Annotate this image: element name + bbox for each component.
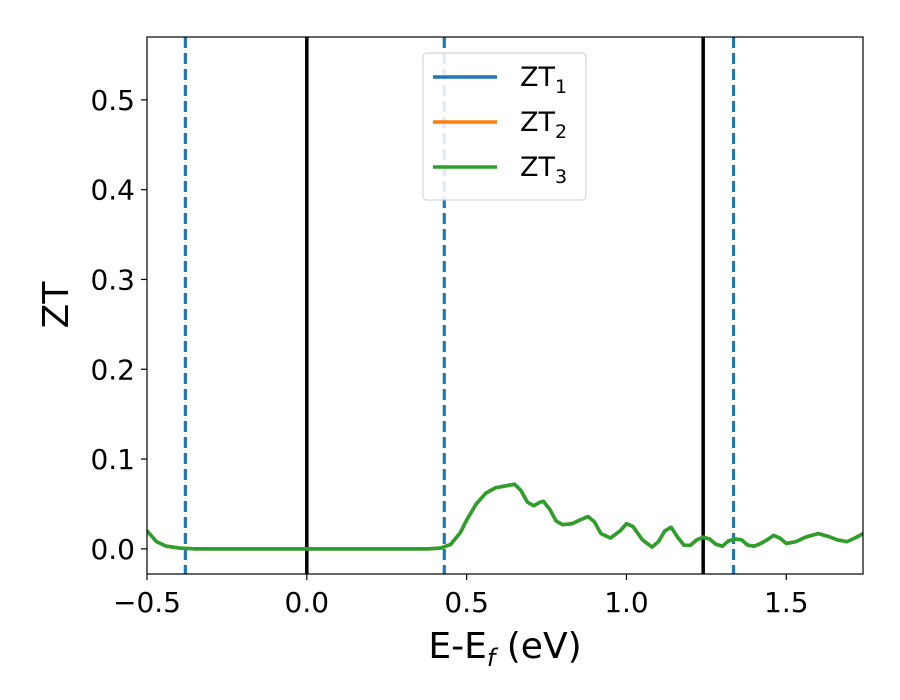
- x-tick-label: −0.5: [113, 586, 181, 619]
- y-axis-ticks: 0.0 0.1 0.2 0.3 0.4 0.5: [90, 84, 147, 566]
- x-tick-label: 1.0: [604, 586, 649, 619]
- legend-box: [422, 52, 587, 201]
- legend: ZT1 ZT2 ZT3: [422, 52, 587, 201]
- x-tick-label: 1.5: [764, 586, 809, 619]
- series-line-3: [147, 482, 863, 551]
- y-axis-label: ZT: [36, 281, 77, 329]
- legend-label-1: ZT1: [520, 62, 567, 98]
- y-tick-label: 0.1: [90, 443, 135, 476]
- x-axis-label: E-Ef (eV): [428, 626, 581, 672]
- y-tick-label: 0.3: [90, 263, 135, 296]
- legend-label-3: ZT3: [520, 152, 567, 188]
- legend-label-2: ZT2: [520, 107, 567, 143]
- y-tick-label: 0.4: [90, 174, 135, 207]
- plot-frame: [146, 36, 864, 575]
- x-axis-ticks: −0.5 0.0 0.5 1.0 1.5: [113, 574, 809, 619]
- series-lines: [147, 482, 863, 551]
- y-tick-label: 0.0: [90, 533, 135, 566]
- x-tick-label: 0.0: [285, 586, 330, 619]
- y-tick-label: 0.5: [90, 84, 135, 117]
- y-tick-label: 0.2: [90, 353, 135, 386]
- series-line-2: [147, 482, 863, 551]
- series-line-1: [147, 482, 863, 551]
- x-tick-label: 0.5: [444, 586, 489, 619]
